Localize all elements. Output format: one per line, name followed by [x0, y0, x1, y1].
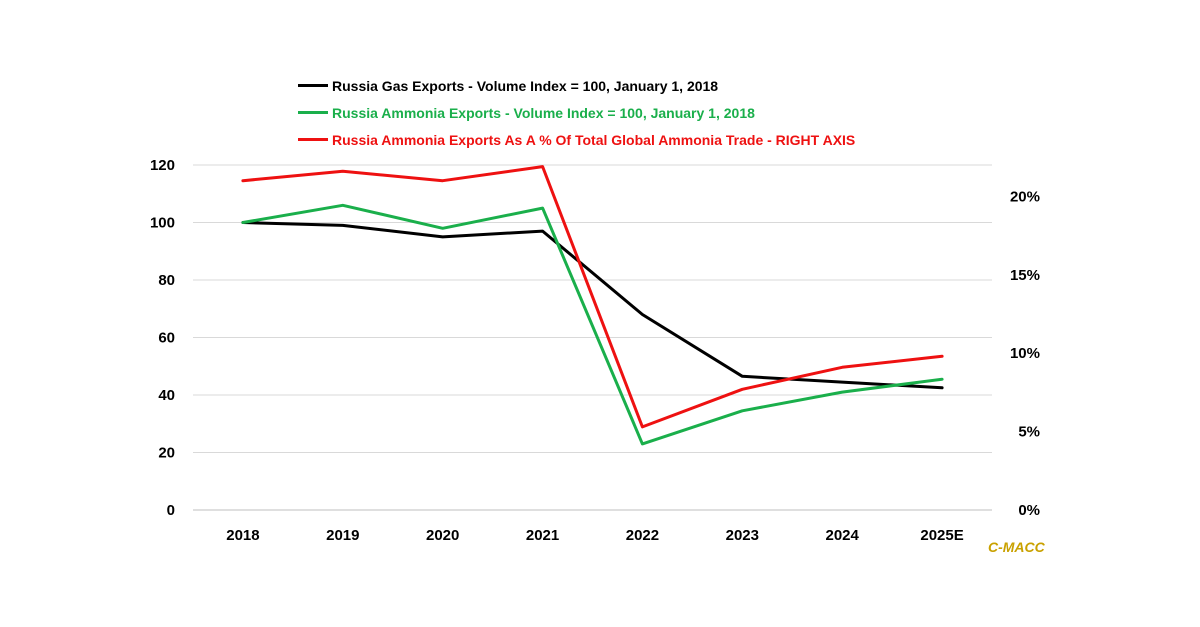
y2-tick-label: 20%: [1010, 188, 1040, 205]
x-tick-label: 2025E: [920, 527, 963, 544]
gridlines: [193, 164, 992, 511]
y-tick-label: 60: [158, 330, 175, 347]
legend-item-ammonia-exports: Russia Ammonia Exports - Volume Index = …: [298, 99, 855, 126]
x-tick-label: 2021: [526, 527, 559, 544]
legend-item-gas-exports: Russia Gas Exports - Volume Index = 100,…: [298, 72, 855, 99]
legend-swatch-share: [298, 138, 328, 141]
series-line-1: [241, 203, 944, 446]
x-tick-label: 2018: [226, 527, 259, 544]
legend-label-ammonia: Russia Ammonia Exports - Volume Index = …: [332, 104, 755, 121]
x-tick-label: 2019: [326, 527, 359, 544]
y-tick-label: 80: [158, 272, 175, 289]
x-tick-label: 2020: [426, 527, 459, 544]
y-tick-label: 40: [158, 387, 175, 404]
y-tick-label: 20: [158, 445, 175, 462]
y-tick-label: 100: [150, 215, 175, 232]
x-tick-label: 2023: [726, 527, 759, 544]
x-tick-label: 2024: [826, 527, 860, 544]
series-line-0: [241, 221, 944, 390]
right-axis-ticks: 0% 5% 10% 15% 20%: [1010, 188, 1040, 519]
left-axis-ticks: 0 20 40 60 80 100 120: [150, 157, 175, 519]
series-lines: [241, 165, 944, 446]
y2-tick-label: 10%: [1010, 345, 1040, 362]
series-line-2: [241, 165, 944, 429]
legend-label-share: Russia Ammonia Exports As A % Of Total G…: [332, 131, 856, 148]
y2-tick-label: 5%: [1018, 424, 1040, 441]
chart-legend: Russia Gas Exports - Volume Index = 100,…: [298, 72, 855, 153]
x-axis-ticks: 2018 2019 2020 2021 2022 2023 2024 2025E: [226, 527, 964, 544]
legend-swatch-ammonia: [298, 111, 328, 114]
y-tick-label: 0: [167, 502, 175, 519]
cmacc-watermark: C-MACC: [988, 539, 1045, 555]
legend-item-ammonia-share: Russia Ammonia Exports As A % Of Total G…: [298, 126, 855, 153]
y2-tick-label: 0%: [1018, 502, 1040, 519]
x-tick-label: 2022: [626, 527, 659, 544]
y-tick-label: 120: [150, 157, 175, 174]
legend-label-gas: Russia Gas Exports - Volume Index = 100,…: [332, 77, 719, 94]
legend-swatch-gas: [298, 84, 328, 87]
y2-tick-label: 15%: [1010, 267, 1040, 284]
